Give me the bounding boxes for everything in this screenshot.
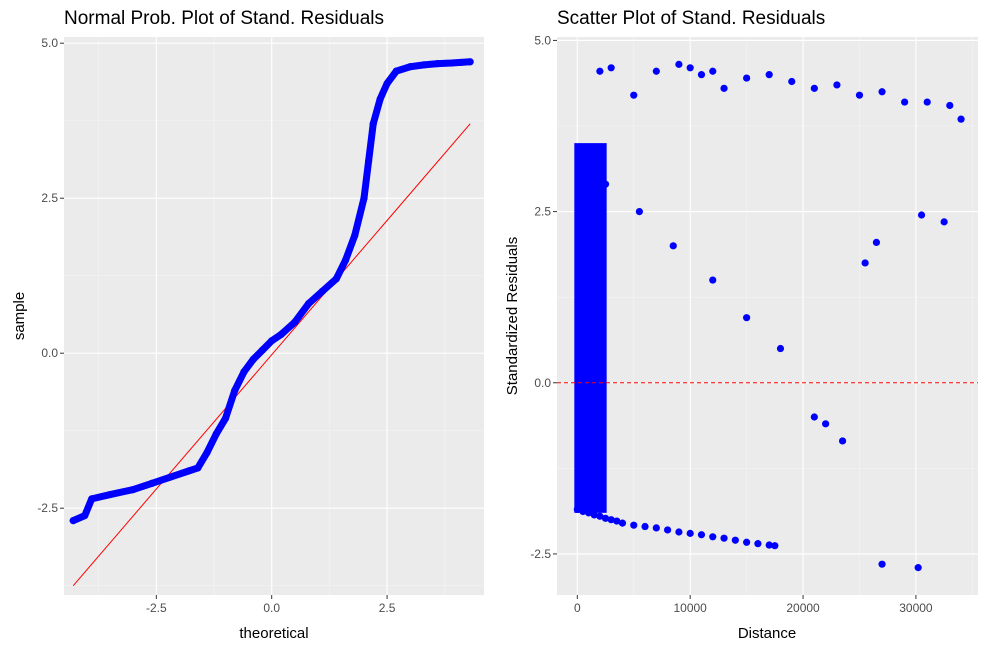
- data-point: [687, 530, 694, 537]
- data-point: [630, 522, 637, 529]
- data-point: [720, 535, 727, 542]
- data-point: [596, 68, 603, 75]
- data-point: [788, 78, 795, 85]
- y-tick-label: 2.5: [534, 205, 551, 219]
- data-point: [602, 181, 609, 188]
- data-point: [630, 92, 637, 99]
- data-point: [878, 88, 885, 95]
- data-point: [957, 116, 964, 123]
- data-point: [743, 74, 750, 81]
- data-point: [743, 314, 750, 321]
- plot-panel-background: [557, 37, 978, 595]
- data-point: [941, 218, 948, 225]
- data-point: [653, 524, 660, 531]
- x-tick-label: 30000: [899, 601, 933, 615]
- data-point: [743, 539, 750, 546]
- data-point: [653, 68, 660, 75]
- data-point: [878, 561, 885, 568]
- data-point: [720, 85, 727, 92]
- data-point: [833, 81, 840, 88]
- data-point: [946, 102, 953, 109]
- data-point: [709, 533, 716, 540]
- x-axis-label: Distance: [738, 625, 796, 642]
- y-axis-ticks: -2.5 0.0 2.5 5.0: [530, 33, 557, 560]
- data-point: [924, 98, 931, 105]
- data-point: [608, 64, 615, 71]
- y-tick-label: 0.0: [534, 376, 551, 390]
- data-point: [811, 85, 818, 92]
- data-point: [901, 98, 908, 105]
- data-point: [839, 437, 846, 444]
- data-point: [675, 61, 682, 68]
- data-point: [698, 531, 705, 538]
- data-point: [822, 420, 829, 427]
- data-point: [915, 564, 922, 571]
- dense-point-cloud: [574, 143, 606, 513]
- data-point: [873, 239, 880, 246]
- data-point: [698, 71, 705, 78]
- data-point: [732, 537, 739, 544]
- data-point: [641, 523, 648, 530]
- data-point: [754, 540, 761, 547]
- data-point: [619, 520, 626, 527]
- data-point: [709, 276, 716, 283]
- x-tick-label: 20000: [786, 601, 820, 615]
- data-point: [856, 92, 863, 99]
- data-point: [709, 68, 716, 75]
- data-point: [862, 259, 869, 266]
- x-tick-label: 10000: [673, 601, 707, 615]
- data-point: [687, 64, 694, 71]
- data-point: [811, 413, 818, 420]
- x-tick-label: 0: [574, 601, 581, 615]
- y-tick-label: -2.5: [530, 547, 551, 561]
- y-tick-label: 5.0: [534, 33, 551, 47]
- y-axis-label: Standardized Residuals: [504, 237, 521, 395]
- data-point: [771, 542, 778, 549]
- x-axis-ticks: 0 10000 20000 30000: [574, 595, 933, 615]
- data-point: [918, 211, 925, 218]
- data-point: [670, 242, 677, 249]
- data-point: [664, 526, 671, 533]
- data-point: [675, 528, 682, 535]
- data-point: [636, 208, 643, 215]
- data-point: [777, 345, 784, 352]
- data-point: [766, 71, 773, 78]
